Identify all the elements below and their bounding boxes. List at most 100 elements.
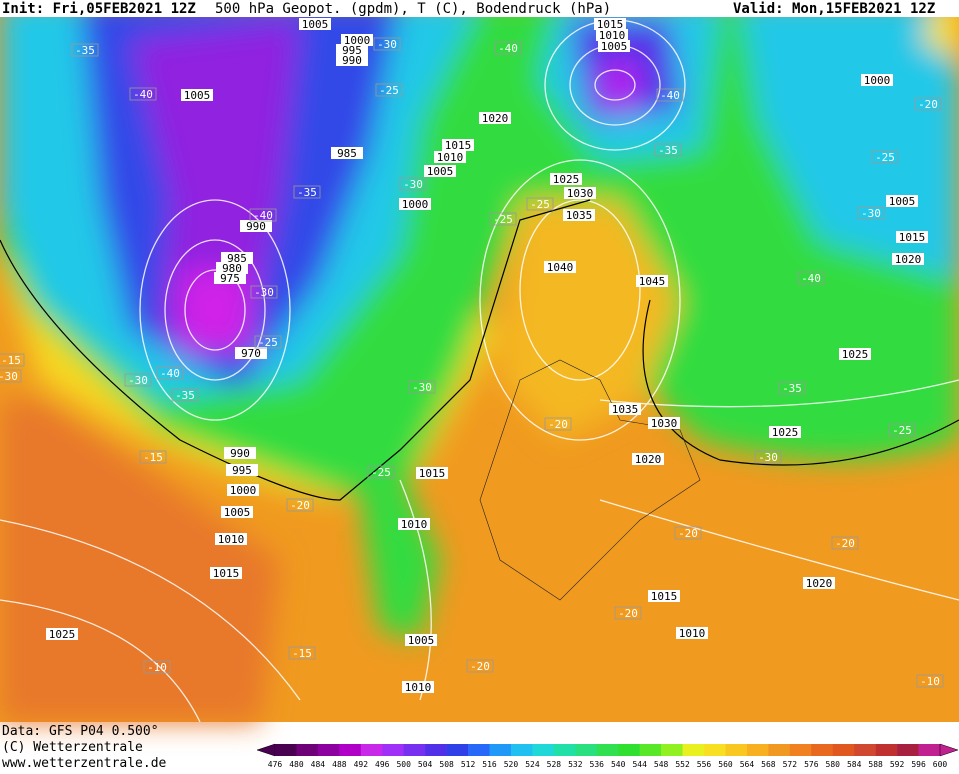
temperature-label-box	[614, 606, 642, 620]
temperature-label: -30	[0, 370, 18, 383]
colorbar-label: 476	[268, 760, 283, 769]
temperature-label-box	[489, 212, 517, 226]
colorbar-label: 564	[740, 760, 755, 769]
colorbar-swatch	[275, 744, 297, 756]
isobar-label: 1010	[405, 681, 432, 694]
colorbar-swatch	[596, 744, 619, 756]
temperature-label: -30	[403, 178, 423, 191]
colorbar-label: 540	[611, 760, 626, 769]
data-source: Data: GFS P04 0.500°	[2, 724, 159, 739]
isobar-label: 1000	[344, 34, 371, 47]
colorbar-label: 484	[311, 760, 326, 769]
isobar-label: 1005	[184, 89, 211, 102]
temperature-label-box	[916, 674, 944, 688]
colorbar-swatch	[510, 744, 533, 756]
isobar-label: 1015	[419, 467, 446, 480]
isobar-label-box	[442, 139, 474, 151]
colorbar-label: 480	[289, 760, 304, 769]
isobar-label-box	[210, 567, 242, 579]
temperature-label-box	[373, 37, 401, 51]
isobar-label: 990	[342, 54, 362, 67]
colorbar-swatch	[468, 744, 490, 756]
temperature-label: -30	[377, 38, 397, 51]
temperature-label: -20	[918, 98, 938, 111]
isobar-label: 1010	[679, 627, 706, 640]
temperature-label: -15	[1, 354, 21, 367]
colorbar-swatch	[897, 744, 919, 756]
isobar-label: 1025	[842, 348, 869, 361]
isobar-label: 1015	[213, 567, 240, 580]
colorbar-swatch	[725, 744, 748, 756]
colorbar-swatch	[296, 744, 319, 756]
colorbar-label: 544	[632, 760, 647, 769]
colorbar-label: 600	[933, 760, 948, 769]
temperature-label-box	[754, 450, 782, 464]
isobar-label: 980	[222, 262, 242, 275]
colorbar-label: 576	[804, 760, 819, 769]
isobar-label-box	[416, 467, 448, 479]
isobar-label-box	[648, 590, 680, 602]
temperature-label: -40	[801, 272, 821, 285]
isobar-label: 1005	[601, 40, 628, 53]
temperature-label: -40	[498, 42, 518, 55]
isobar-label-box	[424, 165, 456, 177]
temperature-label: -25	[258, 336, 278, 349]
isobar-label-box	[609, 403, 641, 415]
temperature-label: -25	[892, 424, 912, 437]
temperature-label: -40	[660, 89, 680, 102]
colorbar-arrow	[939, 743, 959, 757]
colorbar-arrow	[256, 743, 276, 757]
temperature-label-box	[139, 450, 167, 464]
isobar-label-box	[598, 40, 630, 52]
isobar-label-box	[550, 173, 582, 185]
contour-labels: 1005100099599010151010100510051020101510…	[0, 18, 944, 694]
temperature-label-box	[250, 285, 278, 299]
temperature-label: -15	[292, 647, 312, 660]
header-bar	[0, 0, 959, 17]
valid-time: Valid: Mon,15FEB2021 12Z	[733, 1, 935, 17]
isobar-label-box	[46, 628, 78, 640]
colorbar: 476 480 484 488 492 496 500 504 508 512 516 520 524 5…	[256, 743, 959, 769]
isobar-label: 1020	[482, 112, 509, 125]
isobar-label-box	[839, 348, 871, 360]
colorbar-swatch	[403, 744, 426, 756]
temperature-label-box	[654, 143, 682, 157]
temperature-label-box	[129, 87, 157, 101]
colorbar-label: 584	[847, 760, 862, 769]
isobar-label-box	[336, 44, 368, 56]
temperature-label: -25	[379, 84, 399, 97]
isobar-label-box	[299, 18, 331, 30]
isobar-label: 1015	[651, 590, 678, 603]
temperature-label: -30	[128, 374, 148, 387]
isobar-label-box	[563, 209, 595, 221]
colorbar-label: 552	[675, 760, 690, 769]
colorbar-swatch	[425, 744, 447, 756]
temperature-label-box	[293, 185, 321, 199]
isobar-label: 1040	[547, 261, 574, 274]
colorbar-label: 532	[568, 760, 583, 769]
isobar-label: 1025	[772, 426, 799, 439]
isobar-label-box	[227, 484, 259, 496]
colorbar-swatch	[618, 744, 640, 756]
coastline	[479, 359, 701, 601]
temperature-label: -30	[254, 286, 274, 299]
isobar-label: 1020	[895, 253, 922, 266]
isobar-label: 995	[232, 464, 252, 477]
temperature-label-box	[254, 335, 282, 349]
temperature-label: -35	[175, 389, 195, 402]
temperature-label-box	[544, 417, 572, 431]
temperature-label: -30	[758, 451, 778, 464]
isobar-label: 1010	[599, 29, 626, 42]
temperature-label-box	[408, 380, 436, 394]
isobar-label: 1020	[806, 577, 833, 590]
isobar-label-box	[398, 518, 430, 530]
isobar-label-box	[402, 681, 434, 693]
temperature-label: -35	[297, 186, 317, 199]
isobar-label: 985	[227, 252, 247, 265]
colorbar-swatch	[382, 744, 405, 756]
temperature-label-box	[466, 659, 494, 673]
isobar-label-box	[399, 198, 431, 210]
temperature-label: -20	[678, 527, 698, 540]
